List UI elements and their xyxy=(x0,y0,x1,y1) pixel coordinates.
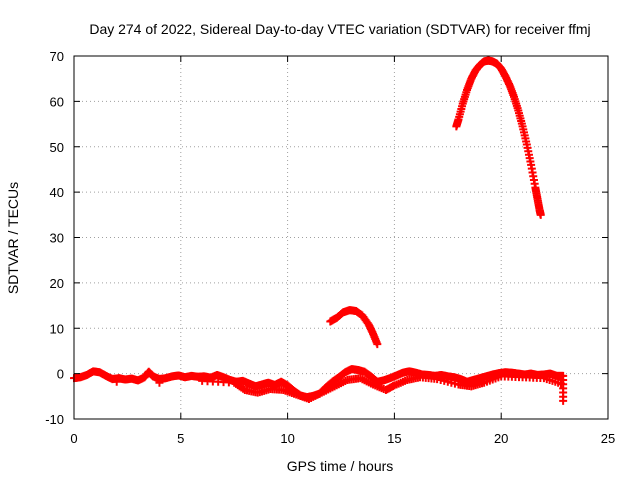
data-point xyxy=(112,377,121,386)
x-tick-label: 15 xyxy=(387,431,401,446)
data-point xyxy=(536,210,545,219)
y-tick-label: 30 xyxy=(50,231,64,246)
x-axis: 0 5 10 15 20 25 xyxy=(70,56,615,446)
x-tick-label: 10 xyxy=(280,431,294,446)
data-point xyxy=(155,378,164,387)
grid-lines xyxy=(74,56,608,419)
data-point xyxy=(373,340,382,349)
y-tick-label: 40 xyxy=(50,185,64,200)
x-tick-label: 20 xyxy=(494,431,508,446)
data-point xyxy=(559,396,568,405)
y-tick-label: 10 xyxy=(50,321,64,336)
y-tick-label: 50 xyxy=(50,140,64,155)
y-axis: -10 0 10 20 30 40 50 60 70 xyxy=(45,49,608,427)
y-tick-label: 70 xyxy=(50,49,64,64)
y-axis-label: SDTVAR / TECUs xyxy=(5,182,21,294)
y-tick-label: 20 xyxy=(50,276,64,291)
x-tick-label: 25 xyxy=(601,431,615,446)
y-tick-label: -10 xyxy=(45,412,64,427)
data-point xyxy=(557,379,566,388)
data-points xyxy=(70,56,568,405)
x-axis-label: GPS time / hours xyxy=(287,458,394,474)
x-tick-label: 5 xyxy=(177,431,184,446)
x-tick-label: 0 xyxy=(70,431,77,446)
chart-title: Day 274 of 2022, Sidereal Day-to-day VTE… xyxy=(89,21,590,37)
y-tick-label: 0 xyxy=(57,367,64,382)
y-tick-label: 60 xyxy=(50,94,64,109)
